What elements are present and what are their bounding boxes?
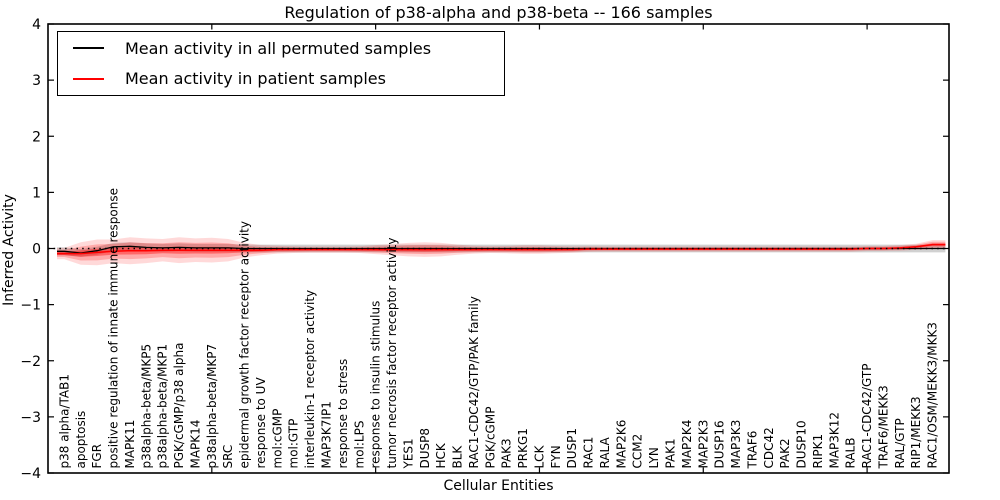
x-category-label: RAC1 bbox=[582, 437, 596, 469]
x-category-label: PRKG1 bbox=[516, 428, 530, 468]
x-category-label: MAP2K6 bbox=[614, 420, 628, 469]
x-category-label: response to UV bbox=[254, 377, 268, 469]
x-category-label: RAL/GTP bbox=[893, 418, 907, 468]
y-tick-label: 3 bbox=[32, 73, 41, 89]
y-tick-label: 0 bbox=[32, 242, 41, 258]
x-category-label: interleukin-1 receptor activity bbox=[303, 290, 317, 469]
x-category-label: MAPK11 bbox=[123, 420, 137, 469]
x-category-label: LYN bbox=[647, 447, 661, 468]
patient-line-swatch bbox=[73, 77, 104, 80]
x-category-label: MAP3K3 bbox=[729, 420, 743, 469]
x-category-label: HCK bbox=[434, 442, 448, 468]
x-category-label: DUSP10 bbox=[795, 420, 809, 468]
x-category-label: RALA bbox=[598, 436, 612, 468]
y-tick-label: −3 bbox=[20, 410, 41, 426]
x-category-label: TRAF6/MEKK3 bbox=[877, 385, 891, 469]
x-category-label: CCM2 bbox=[631, 434, 645, 469]
x-category-label: SRC bbox=[221, 445, 235, 469]
x-category-label: DUSP8 bbox=[418, 428, 432, 469]
x-category-label: RALB bbox=[844, 438, 858, 469]
x-category-label: PAK1 bbox=[664, 438, 678, 468]
y-tick-label: −1 bbox=[20, 298, 41, 314]
x-category-label: response to stress bbox=[336, 359, 350, 469]
x-category-label: PGK/cGMP/p38 alpha bbox=[172, 343, 186, 469]
y-tick-label: 2 bbox=[32, 129, 41, 145]
x-category-label: p38alpha-beta/MKP7 bbox=[205, 344, 219, 469]
x-category-label: BLK bbox=[451, 445, 465, 469]
x-category-label: epidermal growth factor receptor activit… bbox=[238, 221, 252, 468]
x-category-label: p38alpha-beta/MKP5 bbox=[139, 344, 153, 469]
x-category-label: DUSP1 bbox=[565, 428, 579, 469]
x-category-label: mol:LPS bbox=[352, 421, 366, 469]
x-category-label: PGK/cGMP bbox=[483, 407, 497, 469]
y-tick-label: −2 bbox=[20, 354, 41, 370]
x-category-label: mol:cGMP bbox=[270, 409, 284, 469]
x-category-label: PAK3 bbox=[500, 438, 514, 468]
legend-label-patient: Mean activity in patient samples bbox=[125, 69, 386, 89]
x-category-label: RIPK1 bbox=[811, 434, 825, 469]
x-category-label: LCK bbox=[533, 444, 547, 468]
x-axis-label: Cellular Entities bbox=[443, 478, 554, 494]
x-category-label: MAP3K12 bbox=[827, 412, 841, 469]
legend-item-patient: Mean activity in patient samples bbox=[58, 65, 504, 93]
x-category-label: RIP1/MEKK3 bbox=[909, 396, 923, 468]
patient-band-layer-0 bbox=[57, 237, 946, 266]
x-category-label: MAP2K3 bbox=[696, 420, 710, 469]
x-category-label: RAC1-CDC42/GTP bbox=[860, 364, 874, 469]
x-category-label: MAPK14 bbox=[188, 420, 202, 469]
y-tick-label: 4 bbox=[32, 17, 41, 33]
x-category-label: p38 alpha/TAB1 bbox=[57, 374, 71, 468]
x-category-label: FYN bbox=[549, 445, 563, 468]
x-category-label: DUSP16 bbox=[713, 420, 727, 468]
x-category-label: CDC42 bbox=[762, 427, 776, 468]
x-category-label: p38alpha-beta/MKP1 bbox=[156, 344, 170, 469]
patient-band-layer-1 bbox=[57, 241, 946, 261]
permuted-line-swatch bbox=[73, 47, 104, 50]
x-category-label: YES1 bbox=[401, 438, 415, 469]
x-category-label: positive regulation of innate immune res… bbox=[107, 188, 121, 468]
chart-title: Regulation of p38-alpha and p38-beta -- … bbox=[284, 3, 713, 22]
patient-mean-line bbox=[57, 243, 946, 255]
x-category-label: RAC1/OSM/MEKK3/MKK3 bbox=[926, 322, 940, 468]
legend-label-permuted: Mean activity in all permuted samples bbox=[125, 38, 432, 58]
y-tick-label: −4 bbox=[20, 466, 41, 482]
x-category-label: RAC1-CDC42/GTP/PAK family bbox=[467, 296, 481, 468]
legend-box: Mean activity in all permuted samples Me… bbox=[57, 31, 505, 96]
x-category-label: PAK2 bbox=[778, 438, 792, 468]
x-category-label: tumor necrosis factor receptor activity bbox=[385, 238, 399, 469]
x-category-label: mol:GTP bbox=[287, 419, 301, 469]
x-category-label: TRAF6 bbox=[745, 431, 759, 470]
x-category-label: apoptosis bbox=[74, 411, 88, 469]
x-category-label: MAP3K7IP1 bbox=[320, 401, 334, 468]
x-category-label: FGR bbox=[90, 444, 104, 469]
y-tick-label: 1 bbox=[32, 185, 41, 201]
x-category-label: MAP2K4 bbox=[680, 420, 694, 469]
y-axis-label: Inferred Activity bbox=[1, 194, 17, 306]
legend-item-permuted: Mean activity in all permuted samples bbox=[58, 34, 504, 62]
x-category-label: response to insulin stimulus bbox=[369, 301, 383, 469]
